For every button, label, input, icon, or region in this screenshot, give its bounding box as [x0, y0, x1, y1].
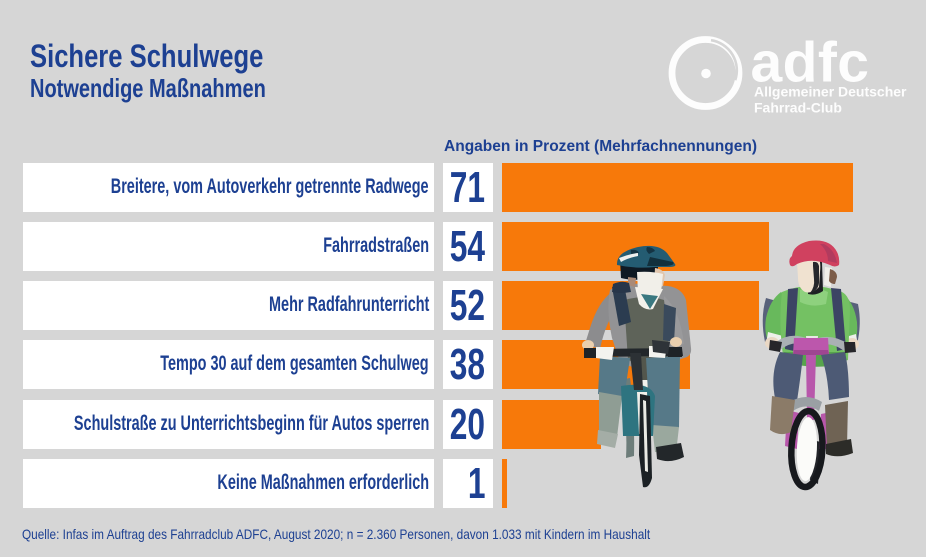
svg-text:adfc: adfc: [751, 31, 870, 95]
svg-text:Fahrrad-Club: Fahrrad-Club: [754, 100, 842, 116]
svg-text:Allgemeiner Deutscher: Allgemeiner Deutscher: [754, 84, 907, 100]
